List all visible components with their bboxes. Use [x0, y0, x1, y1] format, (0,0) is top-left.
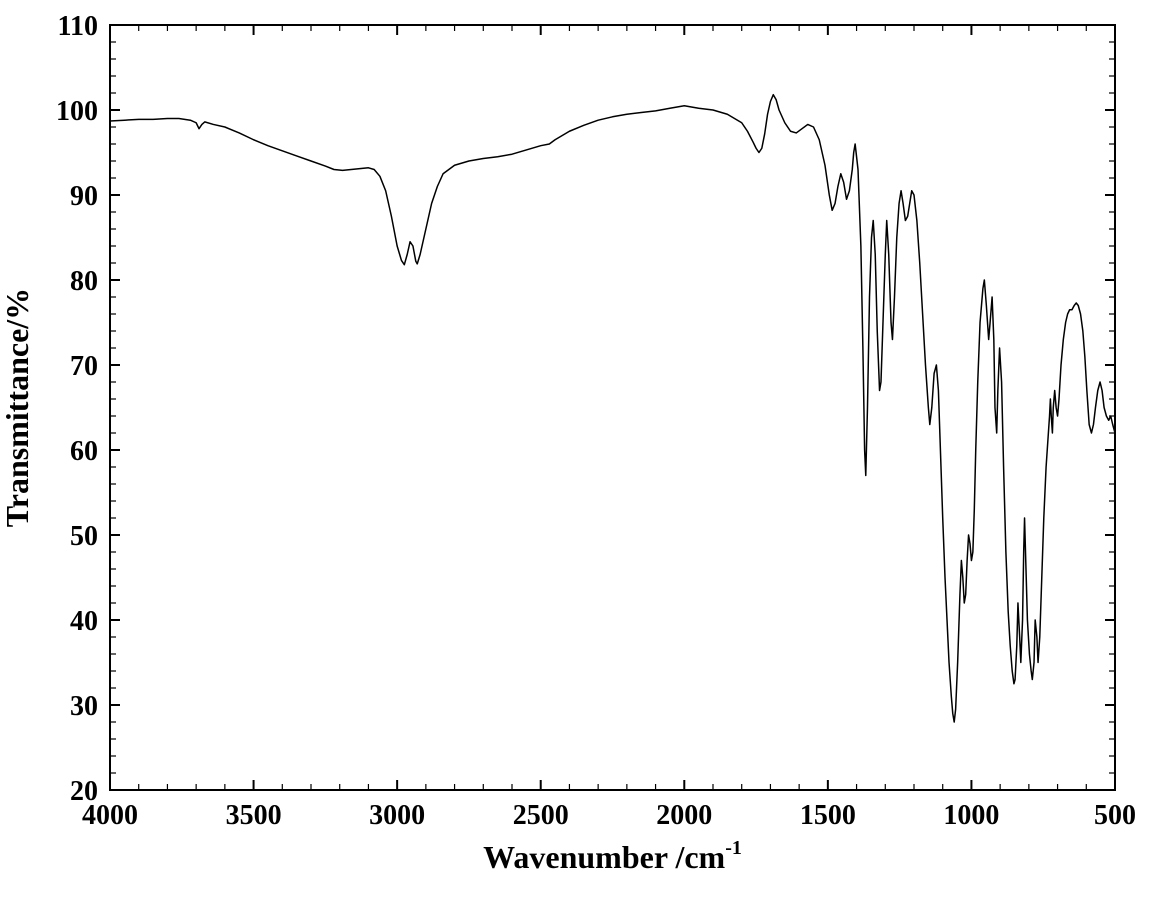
svg-text:60: 60 — [70, 436, 98, 467]
svg-text:90: 90 — [70, 181, 98, 212]
svg-text:20: 20 — [70, 776, 98, 807]
svg-text:1500: 1500 — [800, 800, 856, 831]
svg-text:3500: 3500 — [226, 800, 282, 831]
svg-text:40: 40 — [70, 606, 98, 637]
svg-text:2000: 2000 — [656, 800, 712, 831]
svg-text:50: 50 — [70, 521, 98, 552]
svg-text:3000: 3000 — [369, 800, 425, 831]
svg-text:Transmittance/%: Transmittance/% — [0, 288, 35, 527]
svg-text:80: 80 — [70, 266, 98, 297]
svg-text:110: 110 — [58, 11, 98, 42]
ir-spectrum-chart: 4000350030002500200015001000500203040506… — [0, 0, 1170, 899]
svg-text:30: 30 — [70, 691, 98, 722]
svg-text:500: 500 — [1094, 800, 1136, 831]
svg-text:Wavenumber /cm-1: Wavenumber /cm-1 — [483, 837, 742, 875]
svg-text:1000: 1000 — [943, 800, 999, 831]
svg-text:100: 100 — [56, 96, 98, 127]
svg-text:70: 70 — [70, 351, 98, 382]
svg-text:2500: 2500 — [513, 800, 569, 831]
